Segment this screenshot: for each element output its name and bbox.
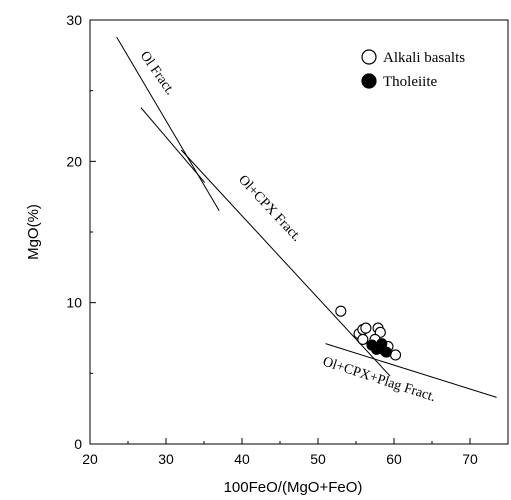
x-tick-label: 30 <box>158 451 174 467</box>
x-tick-label: 40 <box>234 451 250 467</box>
annotation-ol-cpx-plag-fract: Ol+CPX+Plag Fract. <box>321 355 438 406</box>
tholeiite-point <box>380 346 392 358</box>
trend-lines <box>116 36 497 398</box>
x-tick-label: 70 <box>462 451 478 467</box>
alkali-basalt-point <box>335 305 347 317</box>
legend-alkali-basalts-marker <box>361 49 377 65</box>
trend-line <box>325 343 497 398</box>
x-tick-label: 50 <box>310 451 326 467</box>
tholeiite-point <box>376 338 388 350</box>
legend-tholeiite-marker <box>361 73 377 89</box>
x-tick-label: 60 <box>386 451 402 467</box>
alkali-basalt-point <box>389 349 402 361</box>
trend-line <box>180 149 391 377</box>
legend-alkali-basalts-label: Alkali basalts <box>383 50 465 66</box>
legend: Alkali basalts Tholeiite <box>361 49 465 90</box>
alkali-basalt-point <box>360 322 372 334</box>
legend-tholeiite-label: Tholeiite <box>383 74 437 90</box>
annotation-ol-cpx-fract: Ol+CPX Fract. <box>235 172 304 244</box>
trend-line <box>140 107 206 183</box>
alkali-basalt-point <box>357 333 369 345</box>
x-axis-ticks: 20 30 40 50 60 70 <box>82 438 478 467</box>
y-tick-label: 30 <box>66 12 82 28</box>
y-axis-label: MgO(%) <box>25 204 42 260</box>
x-axis-label: 100FeO/(MgO+FeO) <box>224 479 363 496</box>
y-tick-label: 0 <box>74 436 82 452</box>
x-tick-label: 20 <box>82 451 98 467</box>
y-tick-label: 10 <box>66 295 82 311</box>
y-tick-label: 20 <box>66 153 82 169</box>
data-points <box>335 305 402 361</box>
trend-line <box>116 36 220 212</box>
y-axis-ticks: 0 10 20 30 <box>66 12 96 452</box>
annotation-ol-fract: Ol Fract. <box>137 49 178 98</box>
